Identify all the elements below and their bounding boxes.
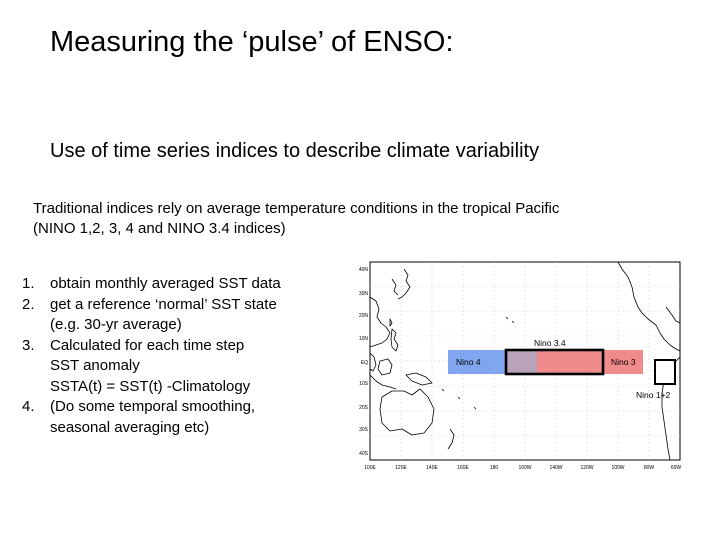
lat-label: 30N: [359, 291, 369, 297]
intro-paragraph: Traditional indices rely on average temp…: [33, 199, 559, 239]
lat-label: 40N: [359, 267, 369, 273]
lon-label: 120E: [395, 465, 407, 471]
list-item-text: obtain monthly averaged SST data: [50, 275, 281, 292]
lat-label: 40S: [359, 451, 369, 457]
steps-list: 1. obtain monthly averaged SST data 2. g…: [22, 274, 352, 438]
nino4-nino34-overlap: [506, 350, 537, 374]
nino3-region: [537, 350, 643, 374]
lon-label: 100E: [364, 465, 376, 471]
intro-line: (NINO 1,2, 3, 4 and NINO 3.4 indices): [33, 220, 286, 237]
list-number: 4.: [22, 398, 35, 415]
list-item-text: seasonal averaging etc): [50, 418, 210, 436]
lat-label: 30S: [359, 427, 369, 433]
lon-label: 80W: [644, 465, 655, 471]
nino4-label: Nino 4: [456, 357, 481, 367]
lon-label: 160E: [457, 465, 469, 471]
nino4-region: [448, 350, 506, 374]
slide-subtitle: Use of time series indices to describe c…: [50, 140, 540, 162]
nino12-outline: [654, 359, 676, 385]
map-grid: [370, 262, 680, 460]
list-item: 3. Calculated for each time step SST ano…: [22, 336, 352, 398]
lon-label: 140E: [426, 465, 438, 471]
nino-regions-map: Nino 4 Nino 3 Nino 3.4 Nino 1+2 40N 30N …: [346, 257, 692, 475]
list-item-text: SSTA(t) = SST(t) -Climatology: [50, 377, 251, 395]
list-item: 1. obtain monthly averaged SST data: [22, 274, 352, 295]
lon-label: 180: [490, 465, 499, 471]
list-number: 3.: [22, 336, 35, 354]
list-item-text: get a reference ‘normal’ SST state: [50, 295, 277, 313]
lat-label: 10N: [359, 336, 369, 342]
lat-label: 20S: [359, 405, 369, 411]
list-item-text: Calculated for each time step: [50, 336, 245, 354]
lon-label: 160W: [518, 465, 531, 471]
list-item-text: (Do some temporal smoothing,: [50, 398, 256, 415]
list-number: 1.: [22, 275, 35, 292]
lon-label: 100W: [611, 465, 624, 471]
list-item-text: SST anomaly: [50, 357, 140, 374]
list-item-text: (e.g. 30-yr average): [50, 316, 182, 333]
list-item: 4. (Do some temporal smoothing, seasonal…: [22, 397, 352, 438]
lon-label: 140W: [549, 465, 562, 471]
lat-label: 20N: [359, 313, 369, 319]
lon-label: 120W: [580, 465, 593, 471]
lon-label: 60W: [671, 465, 682, 471]
intro-line: Traditional indices rely on average temp…: [33, 200, 560, 217]
lat-label: 10S: [359, 381, 369, 387]
nino3-label: Nino 3: [611, 357, 636, 367]
list-number: 2.: [22, 295, 35, 313]
nino12-label: Nino 1+2: [636, 390, 671, 400]
list-item: 2. get a reference ‘normal’ SST state (e…: [22, 295, 352, 336]
slide-title: Measuring the ‘pulse’ of ENSO:: [50, 26, 454, 58]
nino34-outline: [504, 348, 605, 376]
nino34-label: Nino 3.4: [534, 338, 566, 348]
lat-label: EQ: [361, 360, 368, 366]
